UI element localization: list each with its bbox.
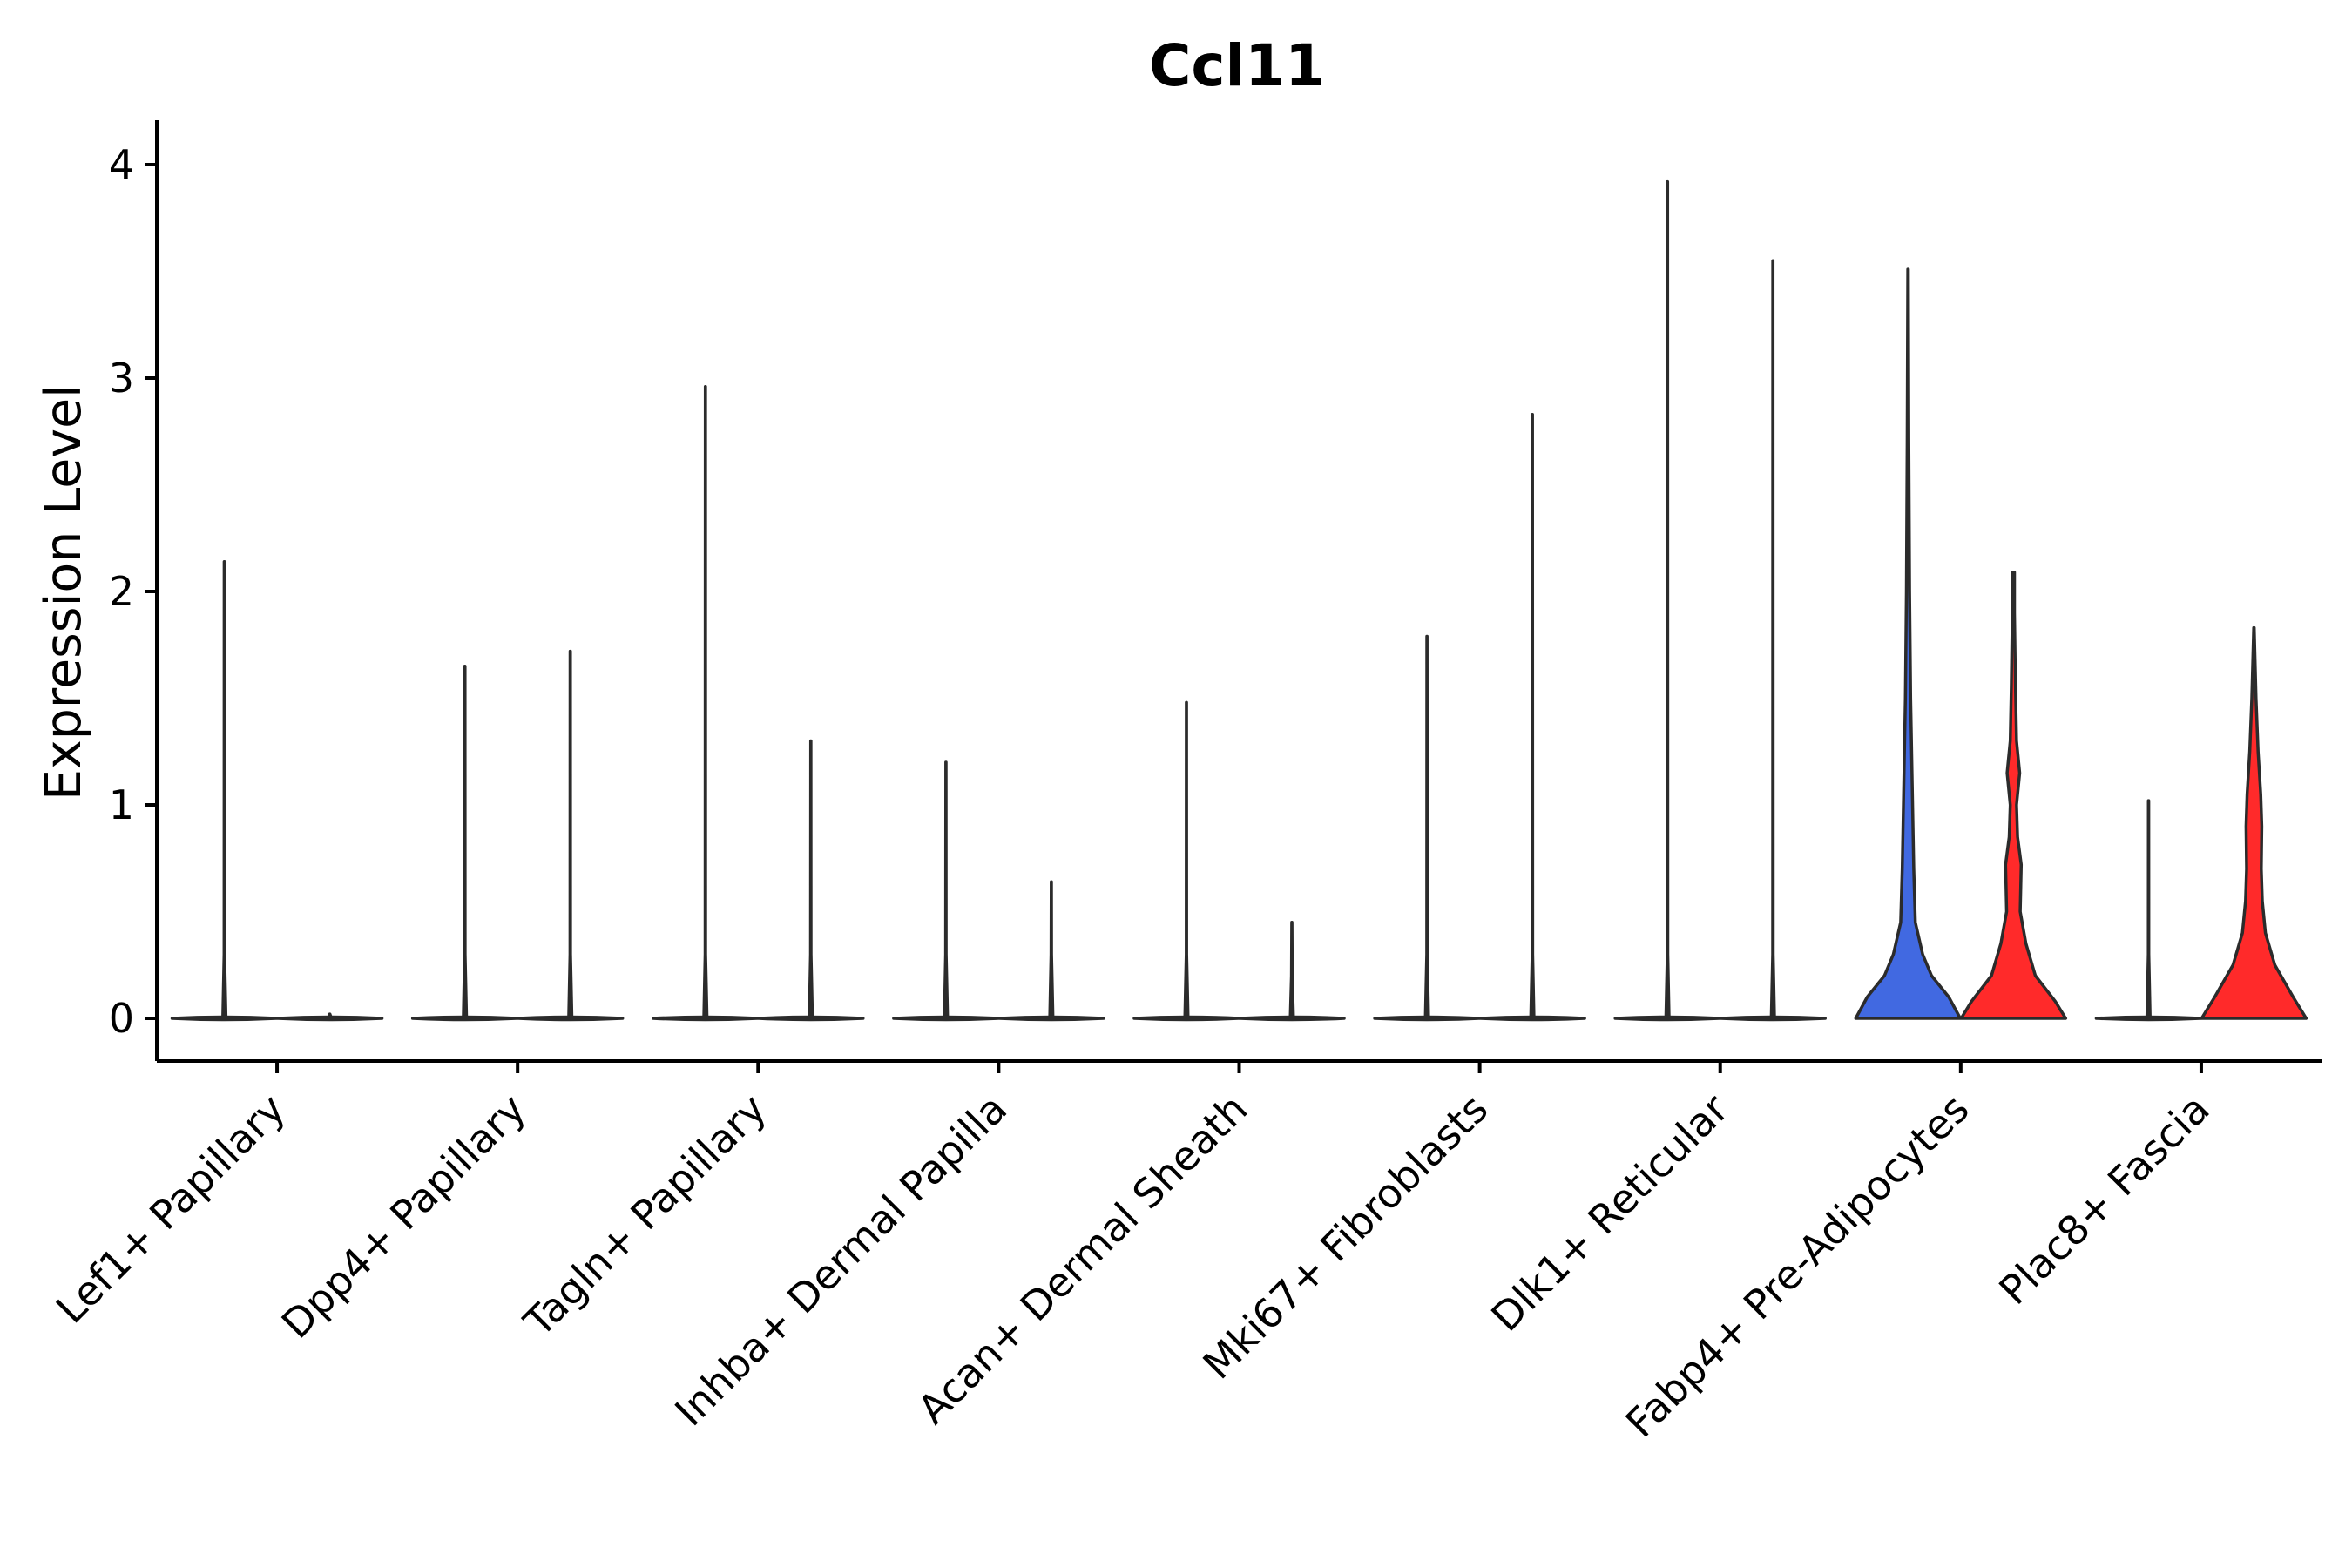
violin-base-group1-3 [892,1015,1000,1022]
violin-group2-5 [1529,412,1536,1020]
y-axis: 0 1 2 3 4 [109,120,159,1061]
violin-base-group2-4 [1238,1015,1346,1022]
violin-group1-7 [1854,267,1963,1020]
violin-group2-6 [1769,259,1776,1020]
y-tick-label: 3 [109,355,134,402]
violin-group1-8 [2145,799,2152,1020]
y-tick-label: 2 [109,568,134,615]
violin-base-group2-5 [1478,1015,1586,1022]
y-tick-label: 0 [109,995,134,1042]
violin-base-group1-8 [2094,1015,2203,1022]
violin-group1-6 [1664,179,1671,1020]
violin-group1-0 [221,559,228,1020]
violin-group2-8 [2200,625,2308,1020]
violin-group2-3 [1048,880,1055,1020]
violin-group1-5 [1423,634,1430,1020]
violin-group2-1 [567,649,574,1020]
y-axis-label: Expression Level [35,384,92,801]
plot-area [170,179,2308,1022]
violin-group2-2 [808,739,814,1020]
x-tick-label: Plac8+ Fascia [1990,1085,2218,1314]
y-tick-label: 4 [109,141,134,188]
violin-group1-1 [462,665,469,1020]
violin-group1-3 [943,760,950,1020]
violin-base-group1-5 [1373,1015,1481,1022]
violin-group1-2 [702,385,709,1020]
violin-base-group2-6 [1719,1015,1827,1022]
violin-group1-4 [1183,700,1190,1020]
chart-title: Ccl11 [1149,32,1325,99]
violin-group2-7 [1959,571,2068,1020]
violin-base-group2-0 [275,1015,384,1022]
x-tick-label: Dlk1+ Reticular [1482,1085,1737,1341]
violin-base-group1-1 [410,1015,519,1022]
violin-base-group1-4 [1132,1015,1240,1022]
violin-group2-4 [1288,921,1295,1020]
x-tick-label: Lef1+ Papillary [47,1085,294,1333]
violin-base-group2-1 [516,1015,625,1022]
violin-base-group2-3 [997,1015,1105,1022]
violin-base-group1-2 [652,1015,760,1022]
violin-base-group1-0 [170,1015,279,1022]
y-tick-label: 1 [109,781,134,828]
violin-base-group2-2 [757,1015,865,1022]
x-tick-label: Dpp4+ Papillary [273,1085,535,1348]
x-tick-label: Tagln+ Papillary [514,1085,775,1347]
violin-base-group1-6 [1613,1015,1721,1022]
